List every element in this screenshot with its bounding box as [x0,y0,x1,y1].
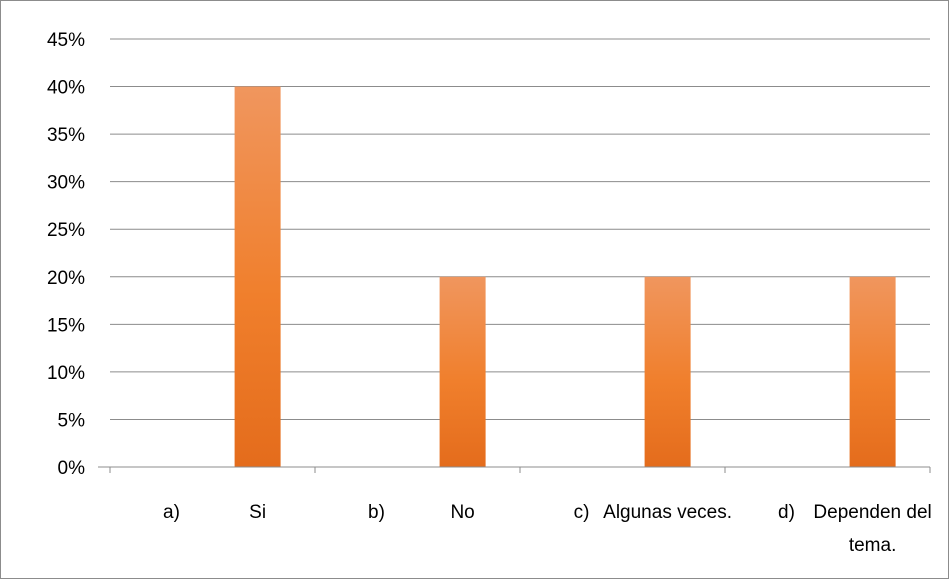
x-category-prefix: d) [778,502,795,523]
y-tick-label: 5% [58,410,86,431]
x-category-prefix: c) [574,502,590,523]
gridlines [110,38,930,420]
y-tick-label: 20% [47,268,85,289]
y-axis-tick-labels: 0% 5% 10% 15% 20% 25% 30% 35% 40% 45% [47,30,85,479]
bar [234,86,281,468]
y-tick-label: 0% [58,458,86,479]
bars [234,86,896,468]
x-axis [98,466,931,473]
bar [849,276,896,467]
bar [644,276,691,467]
bar [439,276,486,467]
y-tick-label: 10% [47,363,85,384]
x-category-prefix: b) [368,502,385,523]
x-category-label: Si [249,502,266,523]
x-category-label: No [450,502,474,523]
x-category-label: Dependen del [813,502,931,523]
y-tick-label: 25% [47,220,85,241]
y-tick-label: 40% [47,78,85,99]
y-tick-label: 30% [47,173,85,194]
x-category-label: Algunas veces. [603,502,732,523]
y-tick-label: 45% [47,30,85,51]
x-axis-category-labels: a) Si b) No c) Algunas veces. d) Dependen del te… [163,502,932,556]
y-tick-label: 15% [47,315,85,336]
x-category-label: tema. [849,535,897,556]
y-tick-label: 35% [47,125,85,146]
x-category-prefix: a) [163,502,180,523]
